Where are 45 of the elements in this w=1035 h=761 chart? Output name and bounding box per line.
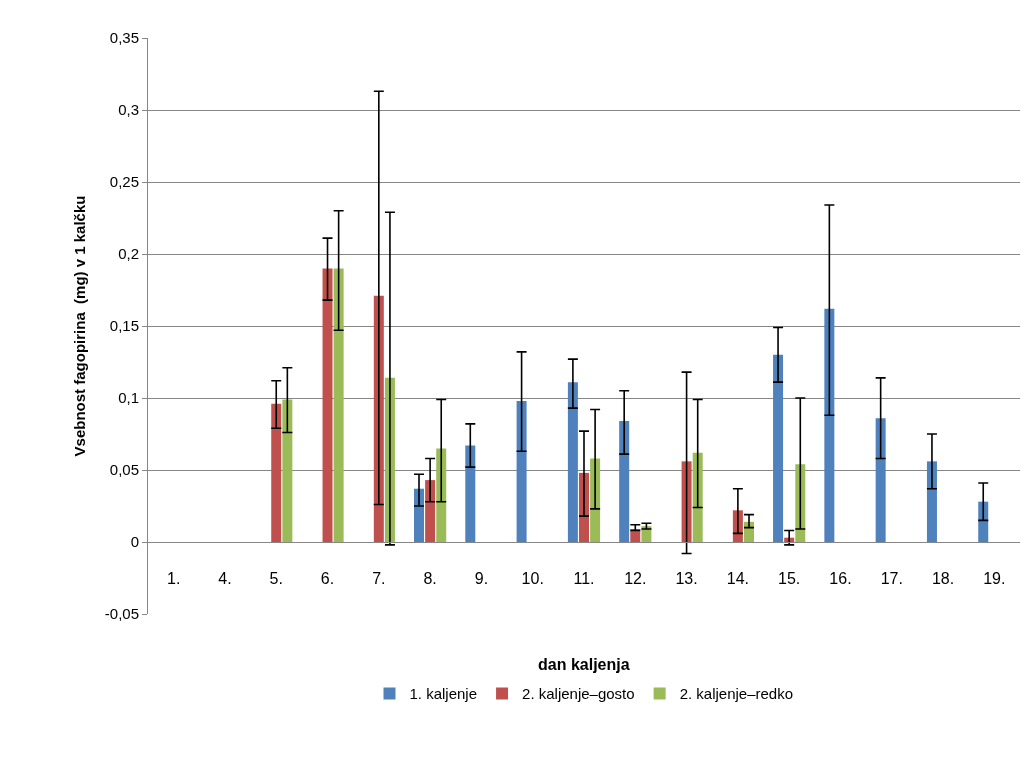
bar xyxy=(465,445,476,542)
y-tick-label: 0,2 xyxy=(118,245,139,263)
x-tick-label: 1. xyxy=(166,570,181,588)
y-axis-title: Vsebnost fagopirina (mg) v 1 kalčku xyxy=(71,195,89,457)
x-tick-label: 4. xyxy=(218,570,232,588)
x-tick-label: 16. xyxy=(829,570,852,588)
y-tick-label: -0,05 xyxy=(104,605,139,623)
y-tick-label: 0,25 xyxy=(109,173,139,191)
x-tick-label: 8. xyxy=(423,570,437,588)
y-tick-label: 0 xyxy=(130,533,139,551)
x-tick-label: 5. xyxy=(269,570,283,588)
legend-label: 2. kaljenje–redko xyxy=(679,685,794,703)
bar xyxy=(282,399,293,542)
x-tick-label: 12. xyxy=(624,570,647,588)
bar xyxy=(271,403,282,542)
x-tick-label: 6. xyxy=(320,570,335,588)
y-tick-label: 0,1 xyxy=(118,389,139,407)
legend-label: 1. kaljenje xyxy=(409,685,478,703)
y-tick-label: 0,05 xyxy=(109,461,139,479)
legend-label: 2. kaljenje–gosto xyxy=(522,685,635,703)
y-tick-label: 0,15 xyxy=(109,317,139,335)
x-tick-label: 7. xyxy=(372,570,386,588)
x-tick-label: 14. xyxy=(726,570,750,588)
bar xyxy=(824,308,835,542)
x-tick-label: 10. xyxy=(521,570,544,588)
bar xyxy=(875,418,886,542)
bar xyxy=(516,400,527,542)
bar xyxy=(619,421,630,542)
y-tick-label: 0,3 xyxy=(118,101,139,119)
bar xyxy=(425,480,436,542)
x-tick-label: 18. xyxy=(931,570,955,588)
y-tick-label: 0,35 xyxy=(109,29,139,47)
bar xyxy=(630,529,641,542)
x-axis-title: dan kaljenja xyxy=(538,656,630,673)
bar xyxy=(567,382,578,542)
x-tick-label: 15. xyxy=(778,570,801,588)
bar xyxy=(333,268,344,542)
x-tick-label: 13. xyxy=(675,570,698,588)
x-tick-label: 9. xyxy=(474,570,489,588)
x-tick-label: 19. xyxy=(983,570,1006,588)
x-tick-label: 17. xyxy=(880,570,903,588)
bar xyxy=(322,268,333,542)
x-tick-label: 11. xyxy=(573,570,595,588)
bar xyxy=(681,461,692,542)
bar xyxy=(773,354,784,542)
